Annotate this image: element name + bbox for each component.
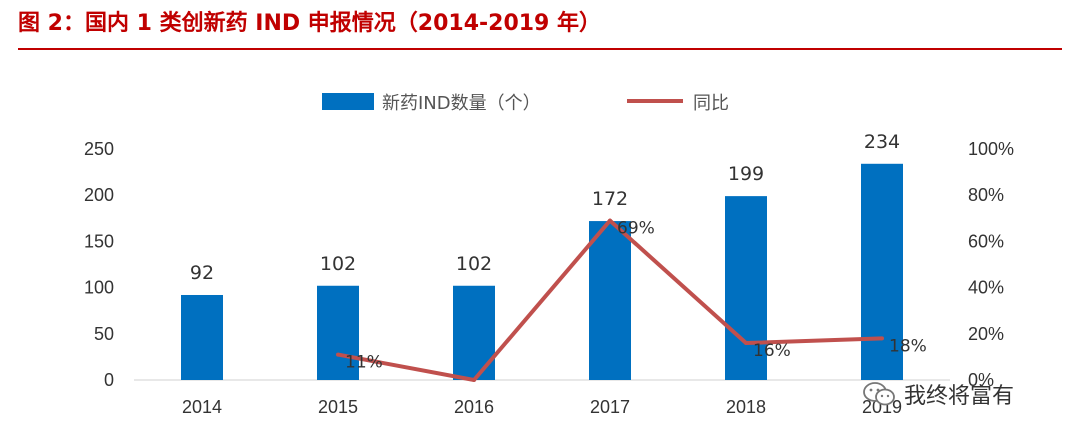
- bar-value-label: 102: [456, 253, 492, 275]
- yoy-value-label: 11%: [345, 353, 383, 373]
- bar: [861, 163, 903, 380]
- legend-bar-swatch: [322, 93, 374, 110]
- bar: [453, 285, 495, 380]
- y-right-tick-label: 0%: [968, 370, 994, 390]
- title-rule: [18, 48, 1062, 50]
- x-tick-label: 2017: [590, 397, 630, 417]
- legend: 新药IND数量（个） 同比: [322, 93, 729, 114]
- bar: [589, 221, 631, 380]
- legend-bar-label: 新药IND数量（个）: [382, 93, 541, 114]
- bar-value-label: 199: [728, 163, 764, 185]
- yoy-value-label: 16%: [753, 341, 791, 361]
- bar-value-label: 102: [320, 253, 356, 275]
- bar: [317, 285, 359, 380]
- y-left-tick-label: 50: [94, 324, 114, 344]
- y-right-tick-label: 60%: [968, 231, 1004, 251]
- x-tick-label: 2016: [454, 397, 494, 417]
- legend-line-label: 同比: [693, 93, 729, 114]
- y-right-tick-label: 40%: [968, 278, 1004, 298]
- figure-title: 图 2：国内 1 类创新药 IND 申报情况（2014-2019 年）: [18, 11, 602, 36]
- watermark-text: 我终将富有: [904, 384, 1015, 409]
- x-tick-label: 2018: [726, 397, 766, 417]
- y-left-tick-label: 250: [84, 139, 114, 159]
- y-right-tick-label: 80%: [968, 185, 1004, 205]
- yoy-value-label: 69%: [617, 219, 655, 239]
- x-tick-label: 2014: [182, 397, 222, 417]
- bar-value-label: 172: [592, 188, 628, 210]
- y-left-tick-label: 100: [84, 278, 114, 298]
- yoy-value-label: 18%: [889, 336, 927, 356]
- bar: [725, 196, 767, 380]
- watermark: 我终将富有: [862, 376, 1014, 412]
- yoy-point: [472, 378, 476, 382]
- bar-value-label: 234: [864, 131, 900, 153]
- y-right-tick-label: 100%: [968, 139, 1014, 159]
- y-left-tick-label: 200: [84, 185, 114, 205]
- bar-value-label: 92: [190, 262, 214, 284]
- yoy-point: [880, 336, 884, 341]
- y-right-tick-label: 20%: [968, 324, 1004, 344]
- y-left-tick-label: 0: [104, 370, 114, 390]
- wechat-icon: [863, 382, 895, 406]
- bar: [181, 294, 223, 380]
- x-tick-label: 2015: [318, 397, 358, 417]
- yoy-point: [744, 341, 748, 346]
- yoy-point: [336, 352, 340, 357]
- yoy-point: [608, 218, 612, 223]
- y-left-tick-label: 150: [84, 231, 114, 251]
